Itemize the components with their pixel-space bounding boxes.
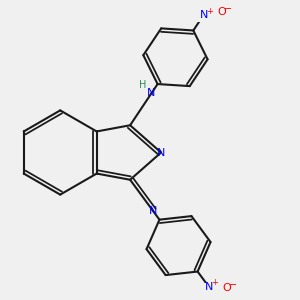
- Text: −: −: [229, 280, 237, 290]
- Text: N: N: [200, 10, 208, 20]
- Text: +: +: [206, 7, 213, 16]
- Text: N: N: [149, 206, 157, 216]
- Text: H: H: [139, 80, 146, 90]
- Text: −: −: [224, 4, 232, 14]
- Text: O: O: [223, 284, 231, 293]
- Text: O: O: [195, 0, 203, 2]
- Text: N: N: [157, 148, 165, 158]
- Text: N: N: [147, 88, 156, 98]
- Text: O: O: [218, 7, 226, 17]
- Text: −: −: [207, 296, 215, 300]
- Text: +: +: [211, 278, 217, 287]
- Text: N: N: [204, 281, 213, 292]
